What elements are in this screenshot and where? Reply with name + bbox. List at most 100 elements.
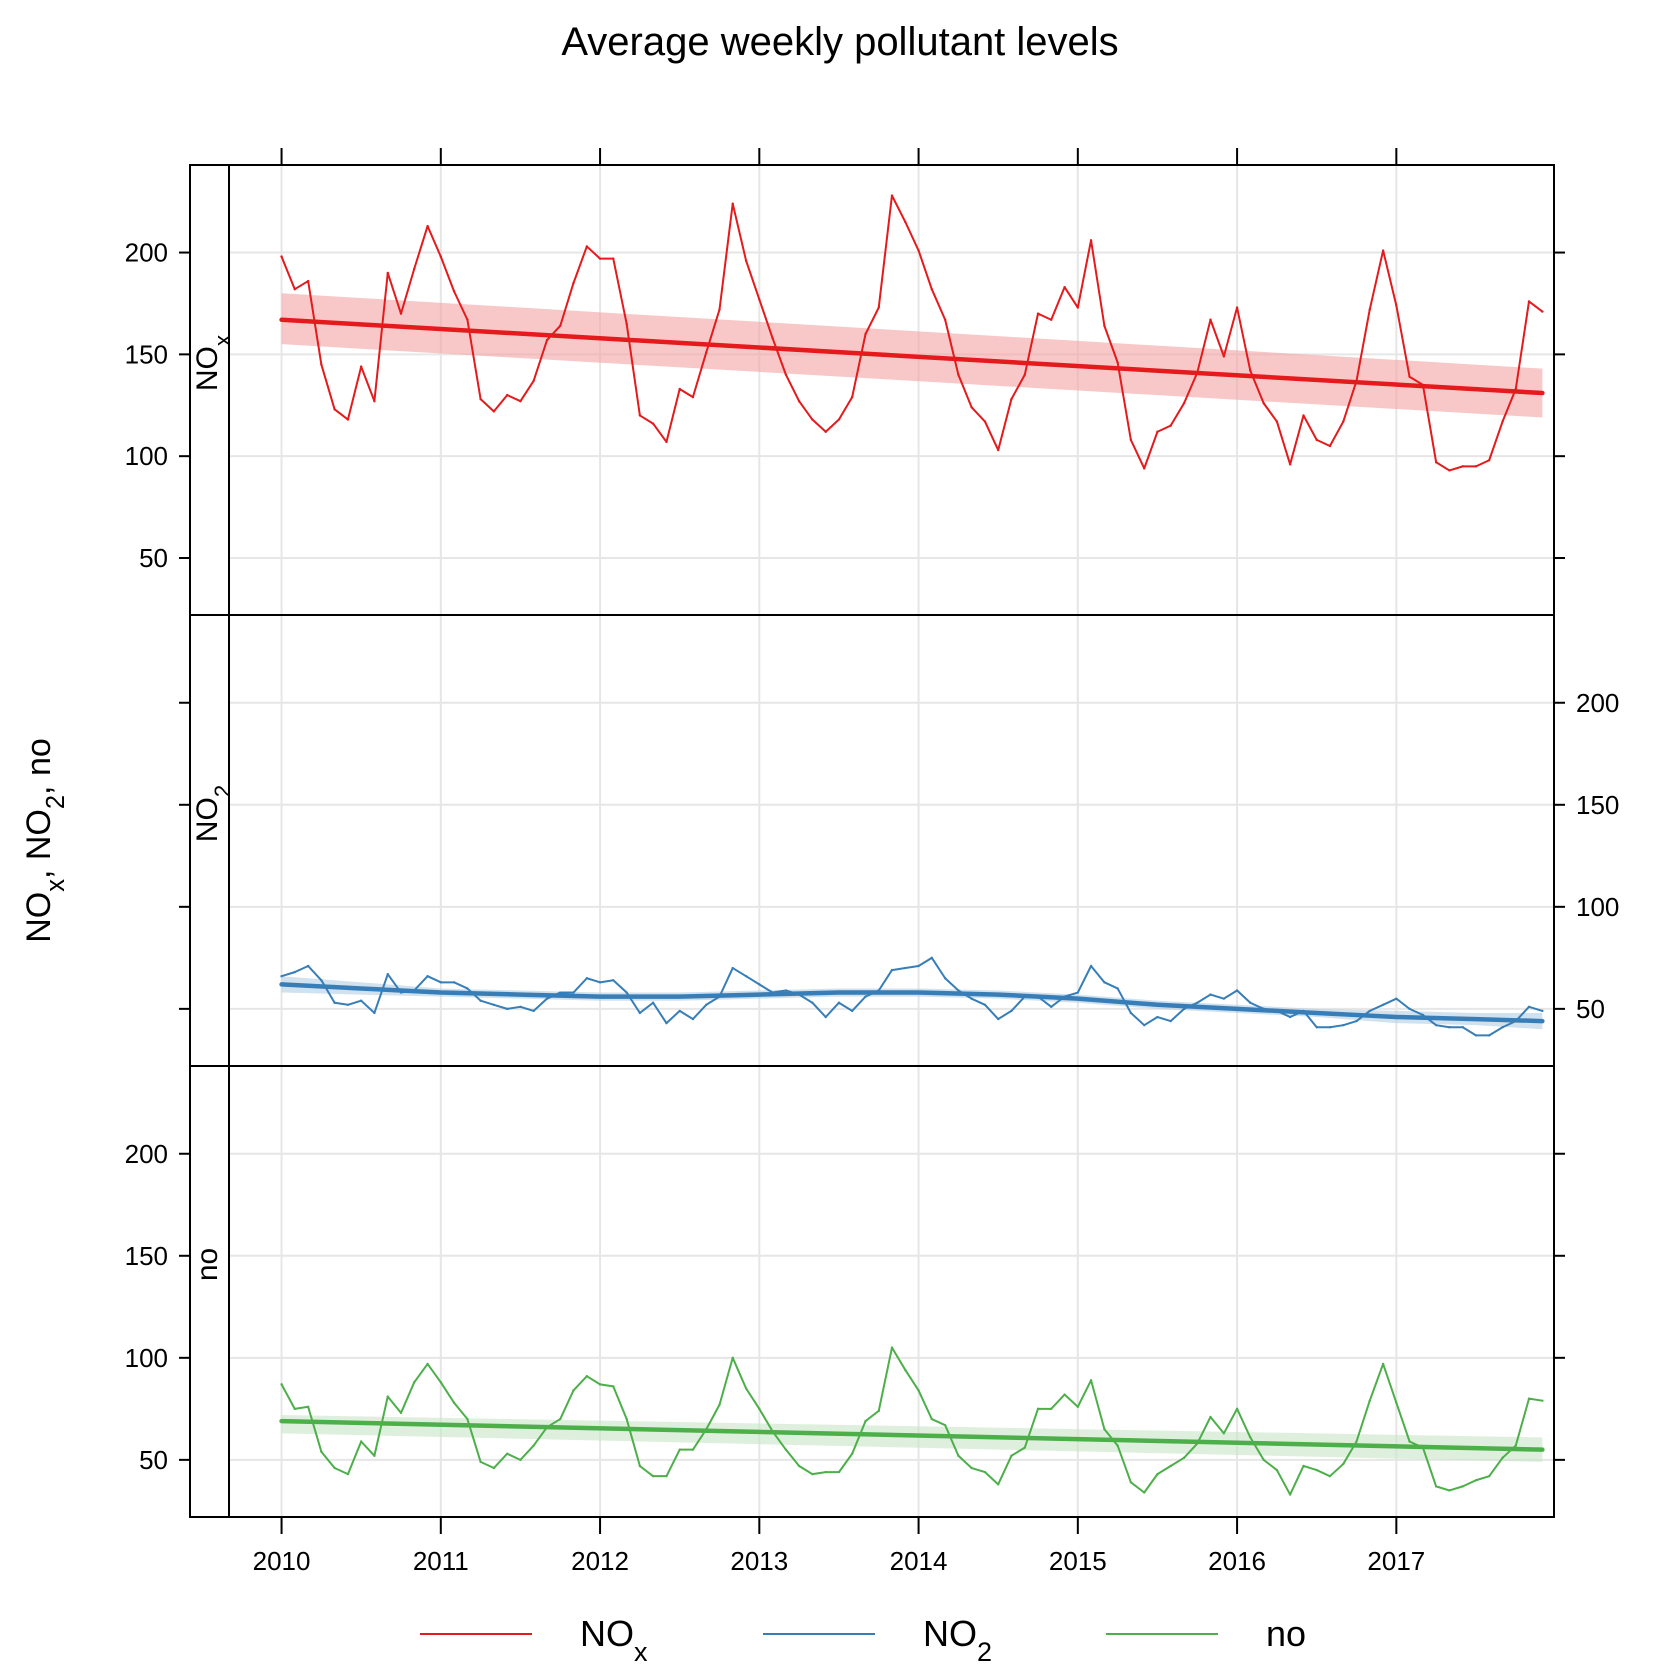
data-point-no2 — [1050, 1005, 1053, 1009]
data-point-nox — [506, 393, 509, 397]
data-point-no — [877, 1409, 880, 1413]
x-tick-label: 2010 — [253, 1546, 311, 1576]
data-point-nox — [1050, 318, 1053, 321]
data-point-nox — [1116, 361, 1119, 364]
data-point-nox — [970, 406, 973, 409]
data-point-no — [532, 1444, 535, 1447]
data-point-no2 — [466, 987, 469, 990]
data-point-no — [346, 1472, 350, 1476]
data-point-no — [612, 1385, 615, 1388]
data-point-no2 — [386, 972, 389, 976]
data-point-nox — [1209, 318, 1212, 321]
data-point-no2 — [970, 997, 973, 1000]
data-point-no2 — [572, 991, 575, 994]
data-point-no — [1169, 1464, 1172, 1468]
data-point-no2 — [532, 1009, 535, 1013]
y-axis-label-part: , NO — [20, 809, 58, 879]
data-point-no — [1050, 1407, 1053, 1411]
trend-line-no2 — [279, 982, 1545, 1024]
x-tick-label: 2017 — [1367, 1546, 1425, 1576]
panel-no2: NO2 50 100 150 200 — [179, 614, 1619, 1067]
strip-label-nox-main: NO — [191, 346, 224, 391]
data-point-no — [1461, 1485, 1464, 1488]
data-point-nox — [426, 224, 429, 228]
data-point-nox — [333, 408, 336, 411]
data-point-no2 — [559, 991, 562, 994]
data-point-no2 — [1355, 1019, 1358, 1023]
chart-title: Average weekly pollutant levels — [561, 20, 1118, 64]
data-point-no — [1368, 1399, 1371, 1402]
y-tick-label: 100 — [125, 441, 168, 471]
data-point-nox — [837, 418, 841, 421]
y-tick-label: 50 — [1576, 994, 1605, 1024]
data-point-no2 — [850, 1009, 854, 1013]
data-point-no2 — [479, 999, 482, 1002]
data-point-no — [1010, 1454, 1013, 1457]
data-point-no2 — [1076, 991, 1080, 994]
data-point-nox — [1541, 310, 1544, 313]
data-point-no2 — [864, 995, 867, 998]
data-point-no — [744, 1387, 748, 1390]
data-point-no2 — [1222, 997, 1226, 1000]
data-point-no2 — [1235, 989, 1239, 992]
panel-frame — [189, 1065, 1555, 1518]
data-point-no2 — [917, 964, 920, 968]
data-point-no — [1222, 1432, 1226, 1435]
confidence-band-no — [281, 1414, 1543, 1462]
data-point-no — [320, 1450, 323, 1453]
data-point-nox — [612, 257, 615, 260]
data-point-no — [452, 1401, 456, 1404]
data-point-nox — [280, 255, 283, 258]
data-point-no2 — [1116, 987, 1119, 990]
data-point-no — [917, 1389, 920, 1392]
data-point-nox — [957, 373, 960, 376]
data-point-no2 — [1089, 964, 1093, 968]
data-point-nox — [386, 271, 389, 275]
strip-label-no2-sub: 2 — [210, 785, 235, 798]
data-point-no2 — [1501, 1026, 1504, 1029]
data-point-no2 — [346, 1003, 350, 1006]
data-point-no2 — [359, 999, 363, 1002]
data-point-no — [824, 1470, 827, 1474]
data-point-no2 — [638, 1011, 642, 1015]
data-point-no — [837, 1470, 841, 1474]
data-point-nox — [850, 395, 854, 399]
data-point-no — [943, 1423, 947, 1427]
data-point-nox — [797, 399, 801, 403]
data-point-nox — [399, 312, 403, 315]
y-tick-label: 200 — [1576, 688, 1619, 718]
data-point-no — [373, 1454, 376, 1457]
data-point-nox — [691, 395, 695, 399]
data-point-nox — [1023, 373, 1026, 376]
data-point-no2 — [492, 1003, 496, 1006]
data-point-nox — [1288, 463, 1292, 466]
y-axis-label-part: , no — [20, 738, 58, 795]
data-point-nox — [1381, 249, 1385, 252]
legend-item-no2: NO2 — [763, 1613, 992, 1667]
data-point-no2 — [373, 1011, 376, 1015]
data-point-no — [930, 1417, 933, 1421]
data-point-nox — [890, 194, 894, 197]
data-point-no2 — [1448, 1026, 1451, 1029]
data-point-no — [1076, 1405, 1080, 1409]
data-point-nox — [598, 257, 602, 260]
data-point-no — [1527, 1397, 1531, 1400]
data-point-no2 — [306, 964, 310, 968]
y-tick-label: 150 — [125, 1241, 168, 1271]
data-point-no2 — [943, 977, 947, 980]
data-point-no2 — [280, 975, 283, 978]
x-tick-label: 2015 — [1049, 1546, 1107, 1576]
data-point-nox — [678, 387, 681, 391]
data-point-no2 — [1368, 1009, 1371, 1013]
data-point-nox — [718, 308, 721, 311]
data-point-no2 — [293, 970, 296, 974]
data-point-nox — [625, 322, 628, 326]
data-point-no2 — [1474, 1034, 1478, 1037]
data-point-no — [1235, 1407, 1239, 1411]
data-point-nox — [758, 298, 761, 301]
data-point-no2 — [811, 1001, 814, 1004]
data-point-no — [439, 1381, 443, 1384]
data-point-no2 — [439, 981, 443, 984]
data-point-nox — [373, 399, 376, 403]
